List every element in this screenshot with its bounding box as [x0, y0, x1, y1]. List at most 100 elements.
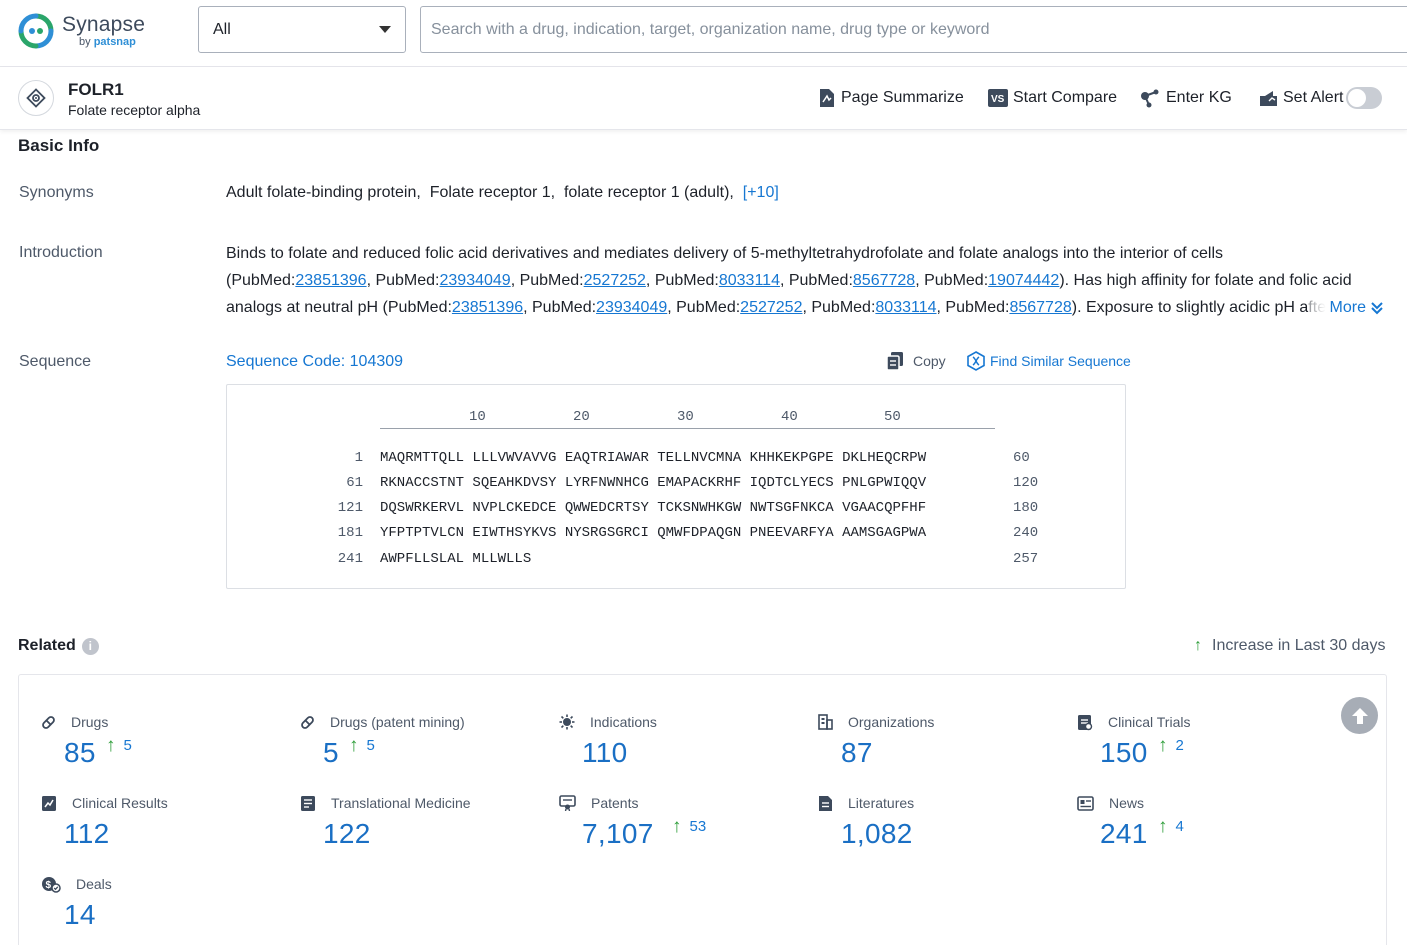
- page-summarize-label: Page Summarize: [841, 89, 964, 107]
- related-section-title: Related i: [18, 637, 99, 655]
- stat-value[interactable]: 241: [1100, 818, 1148, 850]
- stat-label: News: [1109, 795, 1144, 811]
- introduction-segment: , PubMed:: [511, 272, 584, 289]
- arrow-up-icon: [1349, 705, 1371, 727]
- stat-increase-value: 2: [1176, 737, 1184, 754]
- stat-label-row: Clinical Results: [41, 794, 168, 812]
- introduction-more-button[interactable]: More: [1308, 294, 1388, 321]
- clipboard-icon: [1077, 714, 1100, 731]
- pubmed-link[interactable]: 8033114: [719, 272, 780, 289]
- svg-text:VS: VS: [991, 94, 1005, 105]
- ruler-tick-label: 40: [781, 409, 798, 425]
- svg-text:$: $: [46, 880, 52, 891]
- stat-value[interactable]: 112: [64, 818, 110, 850]
- synapse-logo-icon[interactable]: [18, 13, 54, 49]
- stat-increase: ↑5: [349, 737, 375, 755]
- sequence-row-start: 241: [303, 551, 363, 567]
- pill-icon: [41, 715, 63, 730]
- dna-search-icon: [966, 351, 986, 371]
- pubmed-link[interactable]: 8567728: [853, 272, 915, 289]
- up-arrow-icon: ↑: [1158, 818, 1168, 836]
- set-alert-button[interactable]: Set Alert: [1259, 87, 1343, 109]
- info-icon[interactable]: i: [82, 638, 99, 655]
- sequence-row-text: RKNACCSTNT SQEAHKDVSY LYRFNWNHCG EMAPACK…: [380, 475, 926, 495]
- search-input[interactable]: Search with a drug, indication, target, …: [420, 6, 1407, 53]
- enter-kg-button[interactable]: Enter KG: [1139, 87, 1232, 109]
- stat-value[interactable]: 1,082: [841, 818, 913, 850]
- news-icon: [1077, 796, 1101, 811]
- introduction-text: Binds to folate and reduced folic acid d…: [226, 240, 1356, 321]
- find-similar-sequence-button[interactable]: Find Similar Sequence: [966, 351, 1131, 371]
- related-stat-translational-medicine[interactable]: Translational Medicine122: [278, 794, 518, 864]
- related-stat-literatures[interactable]: Literatures 1,082: [796, 794, 1036, 864]
- synonym-item: Folate receptor 1,: [430, 184, 555, 201]
- up-arrow-icon: ↑: [106, 737, 116, 755]
- sequence-code-link[interactable]: Sequence Code: 104309: [226, 353, 403, 371]
- related-stat-organizations[interactable]: Organizations 87: [796, 713, 1036, 783]
- synonyms-more-link[interactable]: [+10]: [743, 184, 779, 201]
- pubmed-link[interactable]: 8567728: [1009, 299, 1071, 316]
- stat-increase: ↑2: [1158, 737, 1184, 755]
- start-compare-button[interactable]: VS Start Compare: [988, 87, 1117, 109]
- copy-label: Copy: [913, 353, 946, 369]
- sequence-label: Sequence: [19, 353, 91, 371]
- stat-increase-value: 4: [1176, 818, 1184, 835]
- target-icon: [18, 80, 54, 116]
- stat-value[interactable]: 87: [841, 737, 873, 769]
- pubmed-link[interactable]: 19074442: [988, 272, 1059, 289]
- sequence-row-end: 120: [1013, 475, 1038, 491]
- related-stat-drugs-patent-mining[interactable]: Drugs (patent mining)5↑5: [278, 713, 518, 783]
- stat-value[interactable]: 85: [64, 737, 96, 769]
- double-chevron-down-icon: [1370, 301, 1384, 315]
- set-alert-toggle[interactable]: [1346, 87, 1382, 109]
- introduction-segment: , PubMed:: [646, 272, 719, 289]
- introduction-segment: , PubMed:: [367, 272, 440, 289]
- logo-brand: patsnap: [94, 36, 136, 48]
- stat-value[interactable]: 122: [323, 818, 371, 850]
- stat-value[interactable]: 7,107: [582, 818, 654, 850]
- stat-label: Literatures: [848, 795, 914, 811]
- introduction-label: Introduction: [19, 244, 103, 262]
- logo-name: Synapse: [62, 13, 145, 37]
- related-stat-drugs[interactable]: Drugs85↑5: [19, 713, 259, 783]
- introduction-segment: , PubMed:: [523, 299, 596, 316]
- copy-button[interactable]: Copy: [886, 351, 946, 371]
- enter-kg-label: Enter KG: [1166, 89, 1232, 107]
- stat-increase-value: 5: [367, 737, 375, 754]
- sequence-row-start: 181: [303, 525, 363, 541]
- pubmed-link[interactable]: 2527252: [584, 272, 646, 289]
- stat-label-row: Organizations: [818, 713, 934, 731]
- pubmed-link[interactable]: 23851396: [452, 299, 523, 316]
- introduction-segment: , PubMed:: [780, 272, 853, 289]
- related-stat-news[interactable]: News 241 ↑ 4: [1055, 794, 1295, 864]
- synonyms-label: Synonyms: [19, 184, 94, 202]
- stat-value[interactable]: 5: [323, 737, 339, 769]
- ruler-tick-label: 30: [677, 409, 694, 425]
- page-summarize-button[interactable]: Page Summarize: [818, 87, 964, 109]
- search-scope-select[interactable]: All: [198, 6, 406, 53]
- stat-increase-value: 53: [690, 818, 707, 835]
- stat-value[interactable]: 150: [1100, 737, 1148, 769]
- related-stat-patents[interactable]: Patents7,107↑53: [537, 794, 777, 864]
- related-title-text: Related: [18, 637, 76, 655]
- related-stat-clinical-trials[interactable]: Clinical Trials 150 ↑2: [1055, 713, 1295, 783]
- stat-label-row: Clinical Trials: [1077, 713, 1190, 731]
- stat-label-row: $Deals: [41, 875, 112, 893]
- virus-icon: [559, 714, 582, 730]
- pubmed-link[interactable]: 23851396: [295, 272, 366, 289]
- stat-label: Drugs: [71, 714, 108, 730]
- stat-value[interactable]: 110: [582, 737, 628, 769]
- pubmed-link[interactable]: 8033114: [875, 299, 936, 316]
- increase-legend-label: Increase in Last 30 days: [1212, 637, 1385, 655]
- search-scope-value: All: [213, 21, 231, 39]
- search-placeholder: Search with a drug, indication, target, …: [431, 21, 990, 39]
- related-stat-indications[interactable]: Indications110: [537, 713, 777, 783]
- related-stat-clinical-results[interactable]: Clinical Results 112: [19, 794, 259, 864]
- pubmed-link[interactable]: 2527252: [740, 299, 802, 316]
- scroll-to-top-button[interactable]: [1341, 697, 1378, 734]
- related-stat-deals[interactable]: $Deals 14: [19, 875, 259, 945]
- stat-value[interactable]: 14: [64, 899, 96, 931]
- pubmed-link[interactable]: 23934049: [596, 299, 667, 316]
- page-title: FOLR1: [68, 80, 124, 100]
- pubmed-link[interactable]: 23934049: [440, 272, 511, 289]
